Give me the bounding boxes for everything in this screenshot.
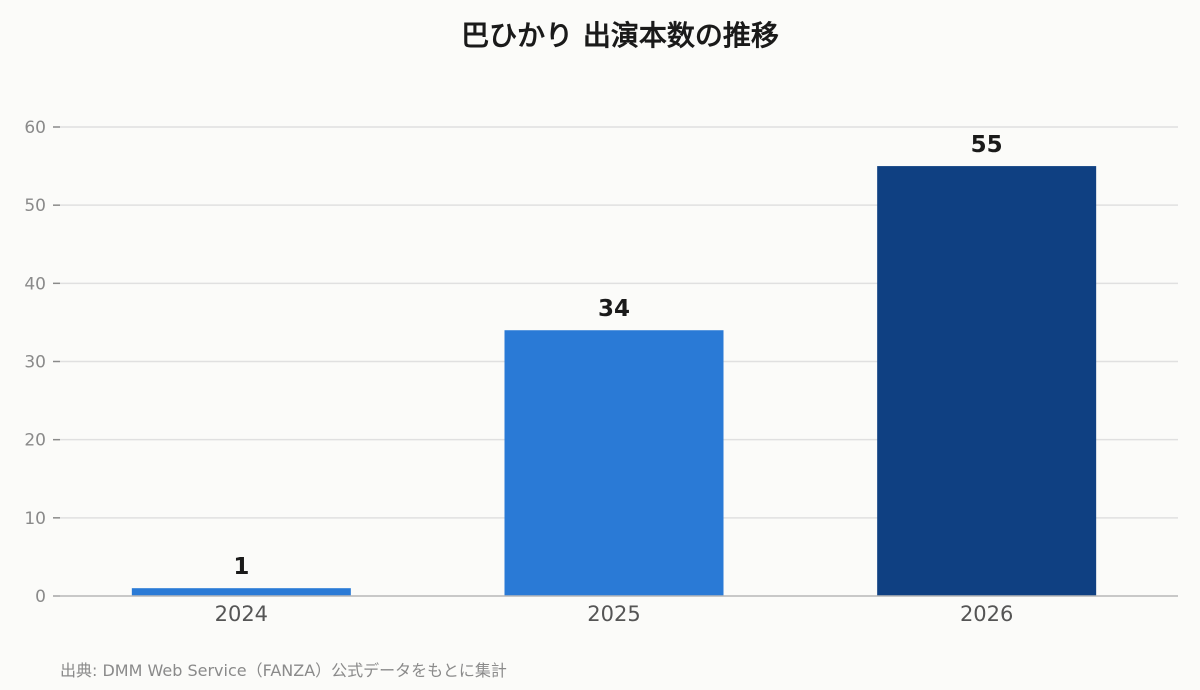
- data-label-2024: 1: [233, 554, 249, 580]
- y-tick-label: 50: [24, 196, 46, 216]
- bars: [131, 166, 1097, 597]
- y-tick-label: 40: [24, 274, 46, 294]
- x-tick-label: 2024: [215, 602, 268, 626]
- bar-2024: [131, 588, 351, 596]
- y-tick-label: 20: [24, 431, 46, 451]
- y-tick-label: 0: [35, 587, 46, 607]
- y-tick-label: 10: [24, 509, 46, 529]
- data-label-2026: 55: [971, 132, 1003, 158]
- chart-title: 巴ひかり 出演本数の推移: [461, 19, 779, 52]
- y-tick-label: 30: [24, 353, 46, 373]
- y-axis: 0 10 20 30 40 50 60: [24, 118, 60, 607]
- x-tick-label: 2025: [587, 602, 640, 626]
- bar-2025: [504, 330, 724, 596]
- data-labels: 1 34 55: [233, 132, 1002, 580]
- y-tick-label: 60: [24, 118, 46, 138]
- x-axis: 2024 2025 2026: [53, 595, 1178, 626]
- data-label-2025: 34: [598, 296, 630, 322]
- source-note: 出典: DMM Web Service（FANZA）公式データをもとに集計: [60, 661, 507, 680]
- bar-2026: [877, 166, 1097, 597]
- x-tick-label: 2026: [960, 602, 1013, 626]
